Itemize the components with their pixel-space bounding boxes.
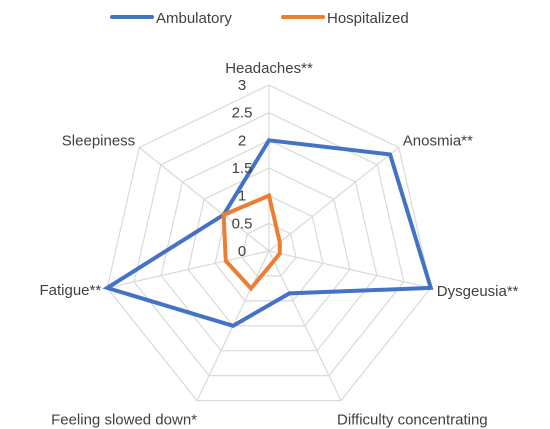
grid-ring-4 [160,139,378,352]
category-label-sleepiness: Sleepiness [62,133,135,150]
tick-label-4: 2 [238,132,246,149]
legend: Ambulatory Hospitalized [110,10,409,27]
category-label-feeling-slowed-down: Feeling slowed down* [51,412,197,429]
category-label-dysgeusia: Dysgeusia** [437,283,519,300]
tick-layer: 0 0.5 1 1.5 2 2.5 3 [232,77,253,260]
tick-label-3: 1.5 [232,160,253,177]
series-hospitalized [221,192,282,292]
tick-label-5: 2.5 [232,105,253,122]
tick-label-2: 1 [238,188,246,205]
spoke-dysgeusia [268,250,431,289]
grid-ring-1 [241,222,297,277]
category-label-headaches: Headaches** [225,60,313,77]
tick-label-0: 0 [238,243,246,260]
axis-label-layer: Headaches** Anosmia** Dysgeusia** Difficult… [39,60,518,429]
category-label-anosmia: Anosmia** [403,133,473,150]
grid-layer [106,84,432,402]
spoke-anosmia [268,147,400,252]
legend-label-ambulatory: Ambulatory [156,10,232,27]
legend-label-hospitalized: Hospitalized [327,10,409,27]
grid-ring-6 [106,84,432,402]
tick-label-6: 3 [238,77,246,94]
spoke-difficulty-concentrating [268,250,342,401]
series-ambulatory [102,138,434,328]
series-layer [102,138,434,328]
tick-label-1: 0.5 [232,215,253,232]
spoke-fatigue [107,250,270,289]
category-label-fatigue: Fatigue** [39,282,101,299]
category-label-difficulty-concentrating: Difficulty concentrating [337,412,488,429]
grid-ring-5 [133,112,405,377]
grid-ring-3 [187,167,351,327]
spoke-sleepiness [138,147,270,252]
